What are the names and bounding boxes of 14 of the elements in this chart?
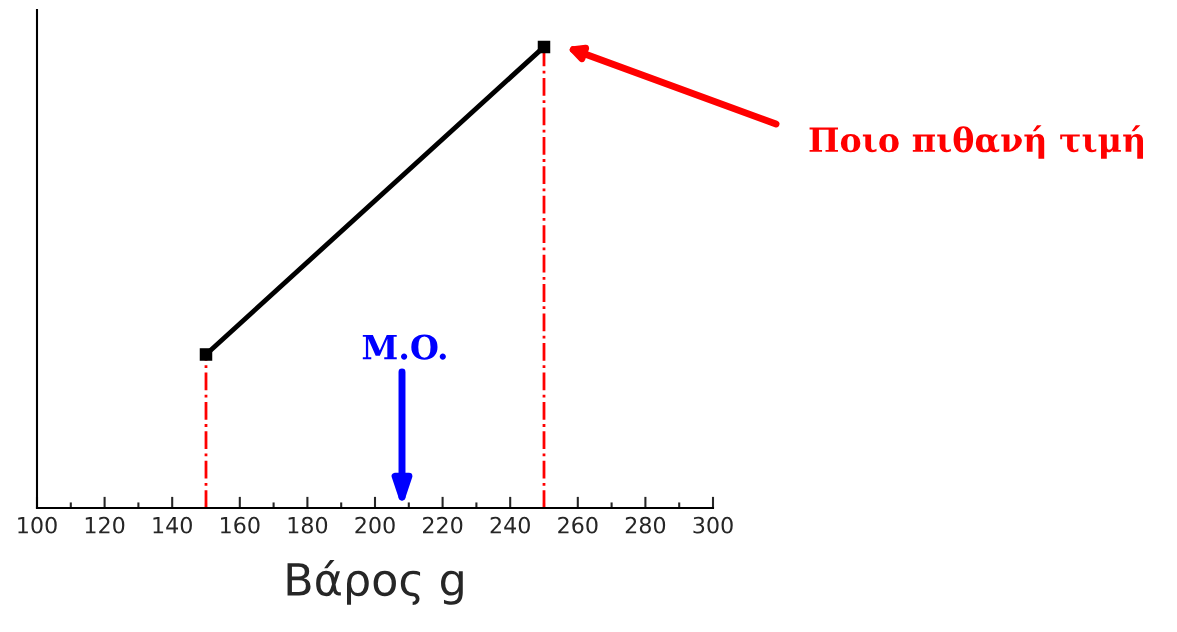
text: Ποιο πιθανή τιμή	[809, 125, 1144, 159]
x-tick-label: 120	[85, 516, 125, 534]
x-tick-label: 140	[153, 516, 192, 534]
x-axis-title: Βάρος g	[287, 560, 463, 605]
x-tick-label: 160	[221, 516, 260, 534]
x-tick-label: 100	[18, 516, 57, 534]
x-tick-label: 280	[625, 516, 666, 534]
x-tick-label: 300	[693, 516, 733, 534]
annotation: M.O.	[362, 334, 446, 360]
x-tick-label: 200	[355, 516, 395, 534]
x-tick-label: 240	[490, 516, 530, 534]
x-tick-label: 260	[558, 516, 598, 534]
x-tick-label: 220	[423, 516, 463, 534]
x-tick-label: 180	[288, 516, 328, 534]
